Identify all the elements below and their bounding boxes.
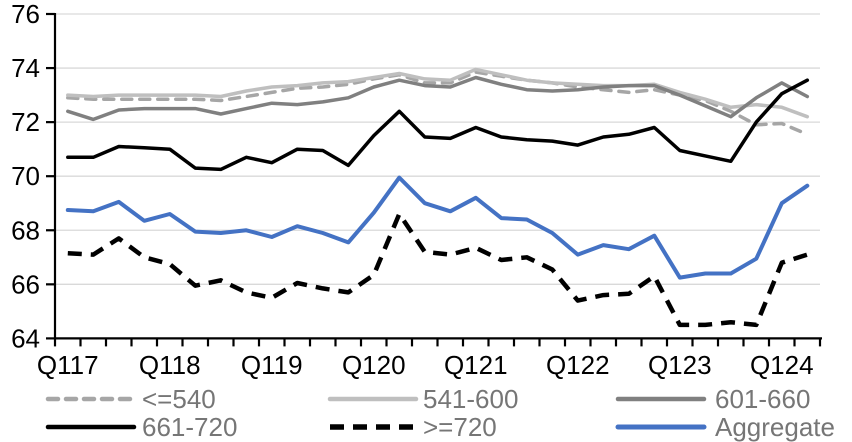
y-tick-label: 76 (11, 0, 40, 29)
legend-label: Aggregate (715, 412, 835, 442)
series-line-661-720 (66, 78, 810, 172)
x-tick-label: Q119 (241, 350, 303, 380)
series-line-720 (67, 211, 808, 328)
legend-label: 601-660 (715, 384, 810, 414)
x-tick-label: Q123 (648, 350, 712, 380)
y-tick-label: 66 (11, 269, 40, 299)
x-tick-label: Q120 (342, 350, 406, 380)
legend-label: >=720 (423, 412, 497, 442)
x-tick-label: Q121 (444, 350, 508, 380)
legend-item-601-660: 601-660 (615, 384, 810, 414)
x-tick-label: Q122 (546, 350, 610, 380)
y-tick-label: 74 (11, 53, 40, 83)
x-tick-label: Q117 (37, 350, 99, 380)
legend-item-720: >=720 (330, 412, 497, 442)
legend-item-Aggregate: Aggregate (615, 412, 835, 442)
y-tick-label: 64 (11, 323, 40, 353)
y-tick-label: 68 (11, 215, 40, 245)
legend-item-540: <=540 (45, 384, 216, 414)
x-tick-label: Q124 (750, 350, 814, 380)
legend-label: 541-600 (423, 384, 518, 414)
y-tick-label: 70 (11, 161, 40, 191)
legend-item-661-720: 661-720 (45, 412, 237, 442)
y-tick-label: 72 (11, 107, 40, 137)
legend-item-541-600: 541-600 (327, 384, 518, 414)
series-line-601-660 (66, 75, 810, 122)
legend-label: <=540 (142, 384, 216, 414)
series-line-Aggregate (65, 175, 810, 280)
legend-label: 661-720 (142, 412, 237, 442)
x-tick-label: Q118 (139, 350, 201, 380)
series-line-541-600 (66, 67, 810, 119)
